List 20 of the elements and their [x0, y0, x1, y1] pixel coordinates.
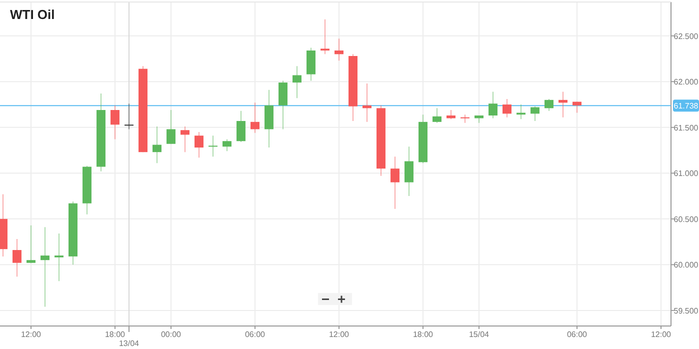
x-tick-label: 06:00 — [566, 330, 588, 339]
x-tick-label: 12:00 — [650, 330, 672, 339]
y-tick-label: 62.500 — [674, 32, 699, 41]
x-tick-label: 12:00 — [328, 330, 350, 339]
x-tick-label: 18:00 — [412, 330, 434, 339]
x-tick-label: 00:00 — [160, 330, 182, 339]
y-tick-label: 62.000 — [674, 78, 699, 87]
x-tick-label: 18:00 — [104, 330, 126, 339]
y-tick-label: 61.500 — [674, 123, 699, 132]
y-tick-label: 60.500 — [674, 214, 699, 224]
x-tick-label: 06:00 — [244, 330, 266, 339]
ref-line-label: 61.738 — [674, 102, 699, 111]
x-tick-label: 12:00 — [20, 330, 42, 339]
y-tick-label: 59.500 — [674, 306, 699, 316]
y-tick-label: 61.000 — [674, 169, 699, 178]
x-tick-label: 15/04 — [468, 330, 490, 339]
candlestick — [460, 114, 470, 124]
chart-title: WTI Oil — [10, 7, 55, 22]
x-tick-label: 13/04 — [118, 339, 140, 348]
y-tick-label: 60.000 — [674, 260, 699, 270]
